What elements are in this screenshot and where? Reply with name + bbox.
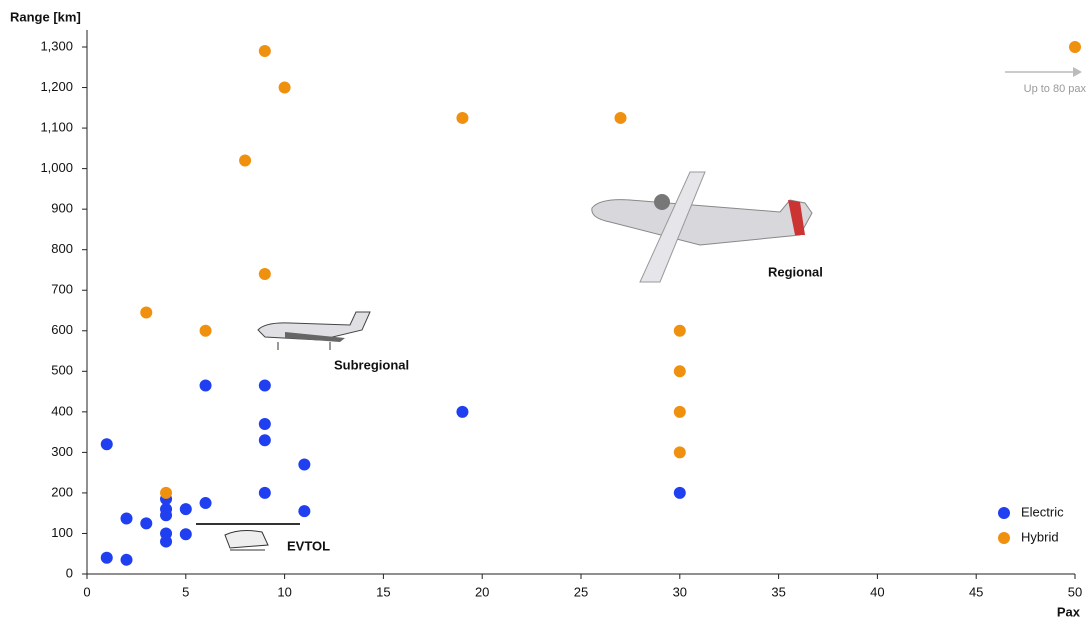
x-tick-label: 40: [870, 584, 884, 599]
x-tick-label: 45: [969, 584, 983, 599]
point: [456, 112, 468, 124]
point: [456, 406, 468, 418]
point: [160, 536, 172, 548]
y-tick-label: 400: [51, 403, 73, 418]
annotation: EVTOL: [287, 538, 330, 553]
y-tick-label: 1,100: [40, 120, 73, 135]
point: [200, 497, 212, 509]
point: [259, 434, 271, 446]
annotation: Regional: [768, 264, 823, 279]
point: [140, 307, 152, 319]
y-tick-label: 500: [51, 363, 73, 378]
x-tick-label: 10: [277, 584, 291, 599]
point: [279, 82, 291, 94]
annotation: Up to 80 pax: [1024, 83, 1087, 95]
subregional-aircraft: [258, 312, 370, 350]
point: [121, 554, 133, 566]
x-tick-label: 25: [574, 584, 588, 599]
y-axis-label: Range [km]: [10, 9, 81, 24]
y-tick-label: 0: [66, 565, 73, 580]
y-tick-label: 1,300: [40, 38, 73, 53]
arrow-head: [1073, 67, 1082, 77]
point: [674, 365, 686, 377]
y-tick-label: 1,000: [40, 160, 73, 175]
y-tick-label: 700: [51, 282, 73, 297]
legend-label: Electric: [1021, 504, 1064, 519]
point: [160, 487, 172, 499]
legend-marker: [998, 507, 1010, 519]
point: [180, 528, 192, 540]
x-tick-label: 50: [1068, 584, 1082, 599]
legend-marker: [998, 532, 1010, 544]
y-tick-label: 200: [51, 484, 73, 499]
point: [101, 552, 113, 564]
y-tick-label: 800: [51, 241, 73, 256]
point: [259, 487, 271, 499]
point: [674, 487, 686, 499]
point: [140, 517, 152, 529]
point: [200, 379, 212, 391]
point: [298, 459, 310, 471]
chart: Range [km] Pax Up to 80 pax Regional Sub…: [0, 0, 1091, 622]
legend-label: Hybrid: [1021, 529, 1059, 544]
point: [101, 438, 113, 450]
point: [674, 406, 686, 418]
point: [259, 379, 271, 391]
point: [259, 45, 271, 57]
point: [121, 512, 133, 524]
x-tick-label: 15: [376, 584, 390, 599]
point: [615, 112, 627, 124]
y-tick-label: 1,200: [40, 79, 73, 94]
point: [200, 325, 212, 337]
x-tick-label: 5: [182, 584, 189, 599]
x-tick-label: 20: [475, 584, 489, 599]
x-tick-label: 35: [771, 584, 785, 599]
point: [259, 418, 271, 430]
point: [674, 446, 686, 458]
point: [259, 268, 271, 280]
point: [239, 155, 251, 167]
annotation: Subregional: [334, 357, 409, 372]
y-tick-label: 300: [51, 444, 73, 459]
y-tick-label: 600: [51, 322, 73, 337]
point: [180, 503, 192, 515]
x-axis-label: Pax: [1057, 604, 1081, 619]
y-tick-label: 900: [51, 201, 73, 216]
point: [160, 509, 172, 521]
point: [298, 505, 310, 517]
evtol-aircraft: [196, 524, 300, 550]
y-tick-label: 100: [51, 525, 73, 540]
x-tick-label: 30: [673, 584, 687, 599]
x-tick-label: 0: [83, 584, 90, 599]
point: [1069, 41, 1081, 53]
point: [674, 325, 686, 337]
